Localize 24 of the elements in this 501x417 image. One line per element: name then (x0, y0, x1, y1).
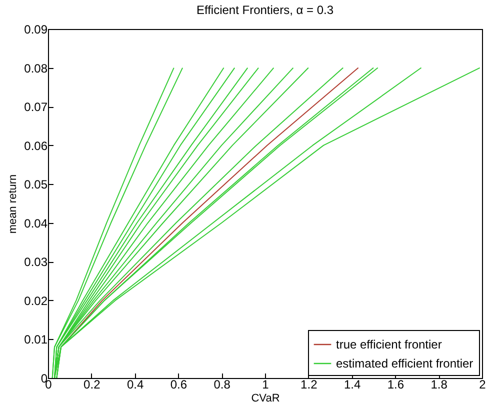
x-tick-label: 0.4 (126, 378, 144, 392)
y-tick-label: 0.05 (24, 178, 48, 192)
x-tick-label: 0.8 (214, 378, 231, 392)
x-tick-label: 1.8 (430, 378, 448, 392)
y-axis-title: mean return (7, 174, 20, 234)
y-tick-label: 0.03 (24, 255, 48, 270)
x-tick-label: 2 (479, 378, 486, 392)
y-tick-label: 0.06 (24, 138, 48, 153)
x-tick-label: 1.6 (387, 378, 404, 392)
y-tick-label: 0.01 (24, 332, 48, 347)
x-tick-label: 1.4 (344, 378, 361, 392)
x-tick-label: 0.2 (84, 378, 101, 392)
legend-label: estimated efficient frontier (336, 356, 474, 370)
y-tick-label: 0.02 (24, 294, 48, 308)
y-tick-label: 0.04 (24, 216, 48, 230)
x-tick-label: 1 (262, 378, 270, 392)
y-tick-label: 0.09 (24, 22, 48, 36)
x-axis-title: CVaR (251, 392, 280, 404)
x-tick-label: 1.2 (300, 378, 318, 392)
chart-title: Efficient Frontiers, α = 0.3 (196, 3, 334, 17)
y-tick-label: 0.08 (24, 61, 48, 76)
x-tick-label: 0.6 (170, 378, 188, 392)
legend-label: true efficient frontier (336, 338, 442, 352)
y-tick-label: 0.07 (24, 100, 48, 114)
